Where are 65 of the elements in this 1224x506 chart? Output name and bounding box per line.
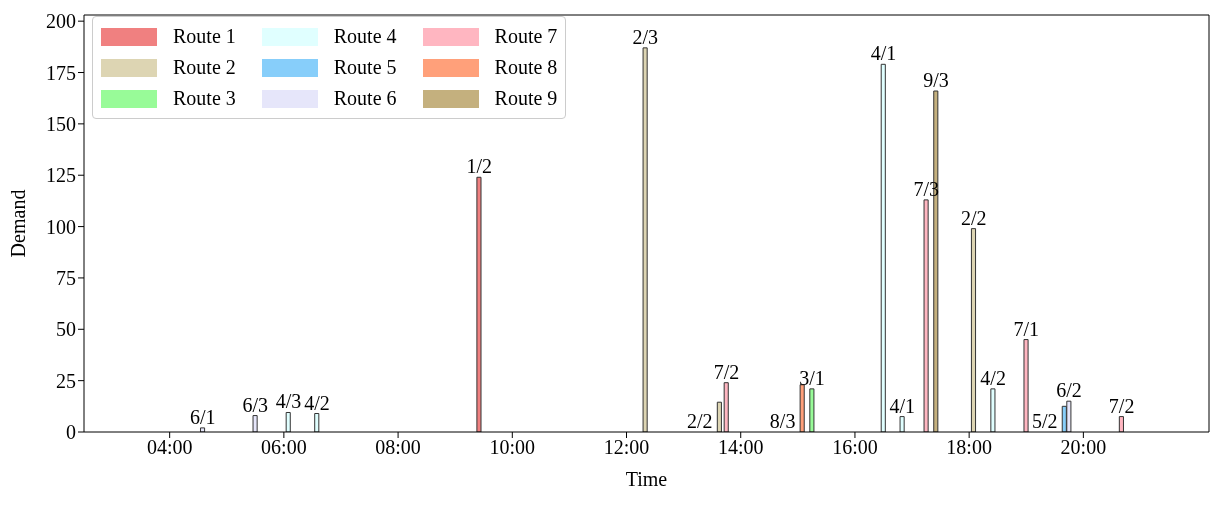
bar	[285, 411, 291, 432]
annotation: 2/2	[960, 206, 987, 229]
x-tick-label: 08:00	[375, 436, 421, 459]
annotation: 6/2	[1056, 379, 1082, 402]
annotation: 5/2	[1031, 410, 1058, 432]
y-tick-label: 200	[46, 10, 76, 33]
bar	[723, 382, 729, 432]
y-tick-label: 0	[66, 421, 76, 444]
legend-label: Route 2	[173, 56, 236, 79]
bar	[252, 415, 258, 432]
legend-label: Route 6	[333, 87, 397, 110]
y-axis-title: Demand	[7, 189, 30, 258]
x-tick-label: 18:00	[946, 436, 992, 459]
bar	[899, 416, 905, 432]
bar	[880, 63, 886, 432]
y-tick-label: 75	[56, 267, 76, 290]
y-tick-label: 125	[46, 164, 76, 187]
annotation: 2/2	[687, 410, 713, 432]
bar	[314, 413, 320, 432]
y-tick-label: 100	[46, 215, 76, 238]
annotation: 9/3	[923, 69, 949, 91]
legend-label: Route 3	[173, 87, 236, 110]
bar	[809, 388, 815, 432]
annotation: 6/3	[242, 393, 269, 416]
x-tick-label: 14:00	[717, 436, 764, 459]
y-tick-label: 25	[56, 369, 76, 392]
annotation: 2/3	[632, 25, 659, 48]
bar	[716, 401, 722, 432]
bar	[923, 199, 929, 432]
annotation: 4/1	[870, 42, 897, 65]
annotation: 4/1	[889, 394, 916, 417]
bar	[1066, 400, 1072, 432]
legend-label: Route 7	[494, 25, 558, 48]
y-tick-label: 150	[46, 112, 76, 135]
annotation: 1/2	[466, 155, 492, 178]
x-tick-label: 06:00	[261, 436, 307, 459]
x-tick-label: 20:00	[1060, 436, 1107, 459]
annotation: 6/1	[190, 405, 216, 428]
legend-label: Route 4	[333, 25, 397, 48]
bar	[476, 176, 482, 432]
annotation: 7/2	[713, 360, 740, 383]
bar	[1118, 416, 1124, 432]
annotation: 7/2	[1108, 394, 1135, 417]
bar	[799, 384, 805, 432]
annotation: 8/3	[769, 410, 796, 432]
legend-label: Route 9	[494, 87, 558, 110]
legend-label: Route 5	[333, 56, 397, 79]
annotation: 4/3	[275, 390, 302, 413]
x-tick-label: 16:00	[832, 436, 878, 459]
legend-label: Route 8	[494, 56, 558, 79]
x-axis-title: Time	[625, 468, 668, 490]
x-tick-label: 10:00	[489, 436, 536, 459]
x-tick-label: 04:00	[146, 436, 193, 459]
x-tick-label: 12:00	[603, 436, 650, 459]
bar	[1023, 339, 1029, 432]
bar	[970, 228, 977, 432]
legend-label: Route 1	[173, 25, 236, 48]
annotation: 7/1	[1013, 317, 1040, 340]
annotation: 4/2	[980, 366, 1006, 389]
bar	[990, 388, 996, 432]
annotation: 3/1	[799, 366, 825, 389]
y-tick-label: 175	[46, 61, 76, 84]
bar	[642, 47, 648, 432]
annotation: 4/2	[304, 391, 330, 414]
y-tick-label: 50	[56, 318, 76, 341]
